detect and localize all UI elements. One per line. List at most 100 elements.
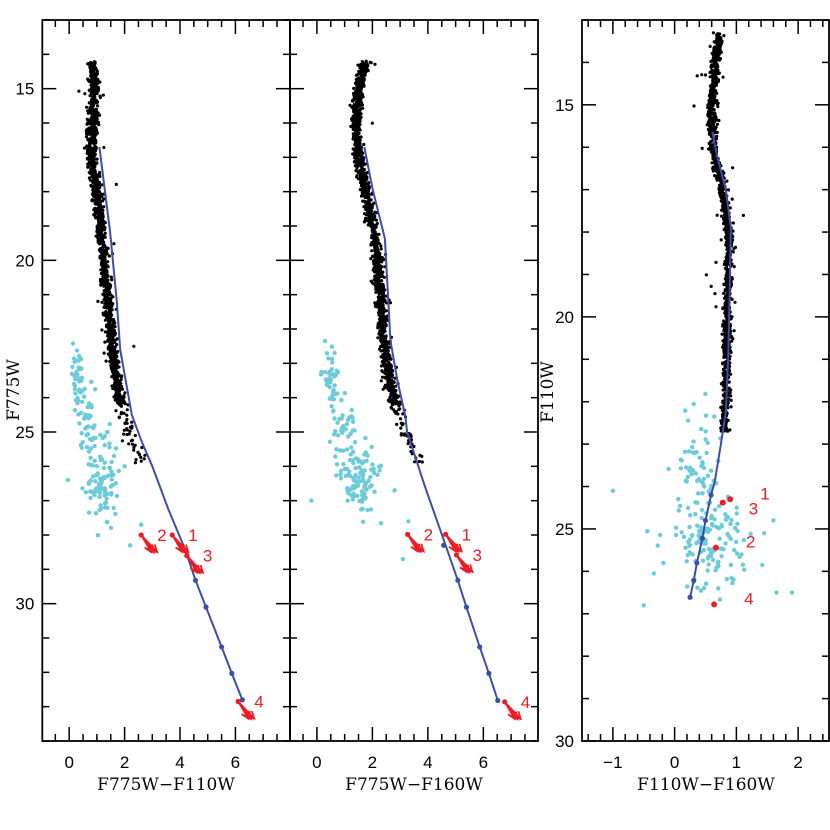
sequence-point bbox=[104, 305, 108, 309]
sequence-point bbox=[717, 186, 721, 190]
secondary-point bbox=[710, 549, 715, 555]
star-point bbox=[169, 532, 175, 538]
sequence-point bbox=[108, 352, 112, 356]
sequence-point bbox=[712, 81, 716, 85]
sequence-point bbox=[373, 301, 377, 305]
sequence-point bbox=[732, 265, 736, 269]
sequence-point bbox=[375, 288, 379, 292]
sequence-point bbox=[139, 459, 143, 463]
sequence-point bbox=[420, 460, 424, 464]
sequence-point bbox=[364, 213, 368, 217]
sequence-point bbox=[109, 347, 114, 351]
sequence-point bbox=[373, 62, 377, 66]
secondary-point bbox=[364, 458, 369, 463]
sequence-point bbox=[716, 41, 720, 45]
sequence-point bbox=[713, 83, 717, 87]
sequence-point bbox=[385, 357, 389, 361]
sequence-point bbox=[715, 122, 720, 126]
sequence-point bbox=[96, 240, 100, 244]
secondary-point bbox=[97, 490, 103, 495]
sequence-point bbox=[719, 199, 724, 203]
sequence-point bbox=[723, 342, 727, 346]
sequence-point bbox=[724, 235, 728, 239]
sequence-point bbox=[95, 157, 99, 161]
sequence-point bbox=[725, 310, 729, 314]
sequence-point bbox=[384, 349, 388, 353]
secondary-point bbox=[87, 437, 93, 442]
star-label: 2 bbox=[424, 525, 433, 544]
sequence-point bbox=[716, 105, 720, 109]
secondary-point bbox=[710, 557, 716, 563]
sequence-point bbox=[719, 50, 723, 54]
sequence-point bbox=[90, 171, 94, 175]
sequence-point bbox=[99, 235, 103, 239]
sequence-point bbox=[384, 309, 388, 313]
secondary-point bbox=[694, 450, 699, 455]
sequence-point bbox=[710, 68, 714, 72]
sequence-point bbox=[362, 190, 366, 194]
secondary-point bbox=[349, 445, 354, 450]
sequence-point bbox=[397, 407, 401, 412]
sequence-point bbox=[122, 399, 126, 403]
sequence-point bbox=[106, 260, 110, 264]
secondary-point bbox=[367, 484, 373, 489]
secondary-point bbox=[351, 460, 356, 466]
sequence-point bbox=[123, 421, 127, 425]
x-tick-label: 6 bbox=[231, 753, 240, 772]
sequence-point bbox=[99, 192, 103, 196]
secondary-point bbox=[354, 482, 360, 488]
sequence-point bbox=[354, 105, 358, 109]
sequence-point bbox=[91, 130, 96, 135]
sequence-point bbox=[89, 111, 93, 115]
secondary-point bbox=[369, 467, 374, 472]
sequence-point bbox=[85, 145, 90, 149]
sequence-point bbox=[94, 107, 99, 111]
secondary-point bbox=[101, 465, 107, 471]
sequence-point bbox=[378, 282, 382, 286]
secondary-point bbox=[685, 584, 690, 589]
secondary-point bbox=[109, 469, 114, 474]
sequence-point bbox=[376, 295, 380, 299]
secondary-point bbox=[699, 507, 705, 513]
sequence-point bbox=[361, 199, 365, 203]
sequence-point bbox=[99, 239, 103, 243]
sequence-point bbox=[707, 118, 711, 122]
sequence-point bbox=[712, 98, 716, 102]
sequence-point bbox=[114, 409, 118, 413]
sequence-point bbox=[729, 405, 733, 409]
sequence-point bbox=[98, 254, 102, 258]
sequence-point bbox=[372, 238, 376, 242]
sequence-point bbox=[90, 100, 94, 104]
secondary-point bbox=[342, 390, 347, 396]
sequence-point bbox=[352, 103, 356, 107]
secondary-point bbox=[107, 445, 112, 450]
sequence-point bbox=[717, 178, 721, 182]
reddening-arrow bbox=[503, 701, 516, 720]
arrow-head bbox=[410, 543, 419, 554]
secondary-point bbox=[329, 395, 335, 400]
secondary-point bbox=[365, 453, 370, 458]
secondary-point bbox=[723, 541, 728, 546]
sequence-point bbox=[721, 408, 726, 412]
sequence-point bbox=[386, 383, 390, 387]
sequence-point bbox=[92, 123, 96, 127]
sequence-point bbox=[377, 257, 381, 261]
sequence-point bbox=[358, 135, 362, 139]
secondary-point bbox=[661, 560, 666, 566]
arrow-head bbox=[448, 543, 457, 554]
sequence-point bbox=[377, 313, 381, 317]
secondary-point bbox=[335, 433, 341, 438]
sequence-point bbox=[719, 214, 724, 218]
secondary-point bbox=[331, 408, 336, 413]
sequence-point bbox=[389, 366, 393, 370]
sequence-point bbox=[714, 125, 718, 129]
secondary-point bbox=[687, 550, 692, 555]
sequence-point bbox=[94, 216, 98, 220]
sequence-point bbox=[401, 412, 405, 416]
secondary-point bbox=[679, 530, 684, 535]
sequence-point bbox=[112, 333, 116, 337]
sequence-point bbox=[374, 276, 378, 280]
sequence-point bbox=[381, 293, 385, 298]
secondary-point bbox=[348, 452, 353, 457]
